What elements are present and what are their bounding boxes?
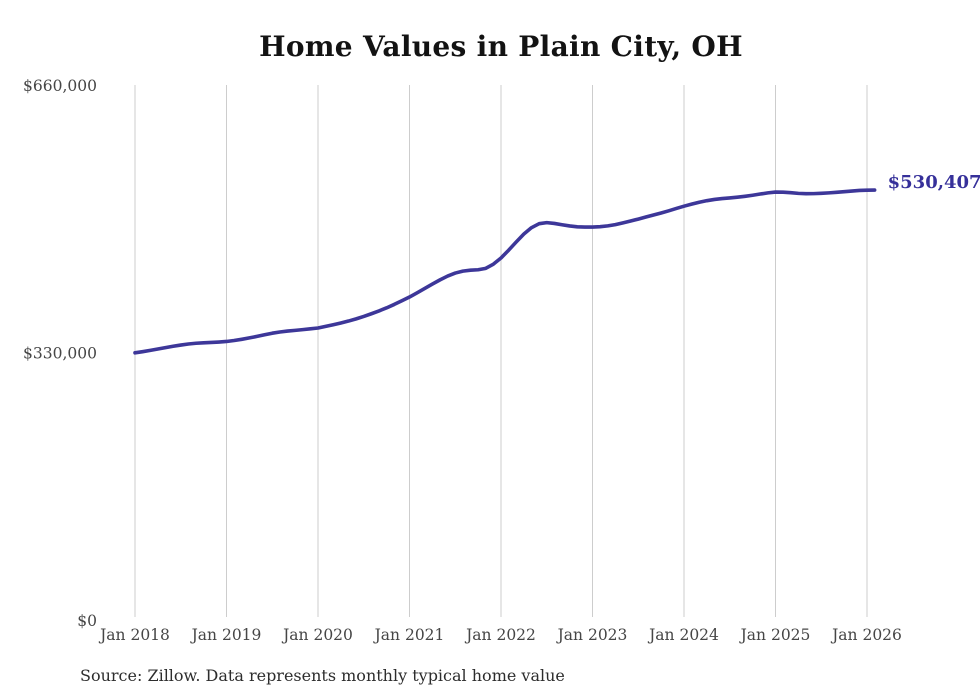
x-axis-tick-label: Jan 2020: [281, 626, 353, 644]
x-axis-tick-label: Jan 2026: [830, 626, 902, 644]
home-value-line: [133, 188, 877, 355]
y-axis-tick-label: $660,000: [23, 77, 97, 95]
x-axis-tick-label: Jan 2025: [739, 626, 811, 644]
end-value-label: $530,407: [888, 172, 980, 193]
x-axis-tick-label: Jan 2024: [647, 626, 719, 644]
y-axis-tick-label: $0: [77, 612, 97, 630]
x-axis-tick-label: Jan 2019: [190, 626, 262, 644]
y-axis-tick-label: $330,000: [23, 345, 97, 363]
source-note: Source: Zillow. Data represents monthly …: [80, 666, 565, 685]
x-axis-tick-label: Jan 2023: [556, 626, 628, 644]
chart-title: Home Values in Plain City, OH: [259, 30, 743, 63]
x-axis-tick-label: Jan 2022: [464, 626, 536, 644]
x-axis-tick-label: Jan 2018: [98, 626, 170, 644]
x-axis-tick-label: Jan 2021: [373, 626, 445, 644]
